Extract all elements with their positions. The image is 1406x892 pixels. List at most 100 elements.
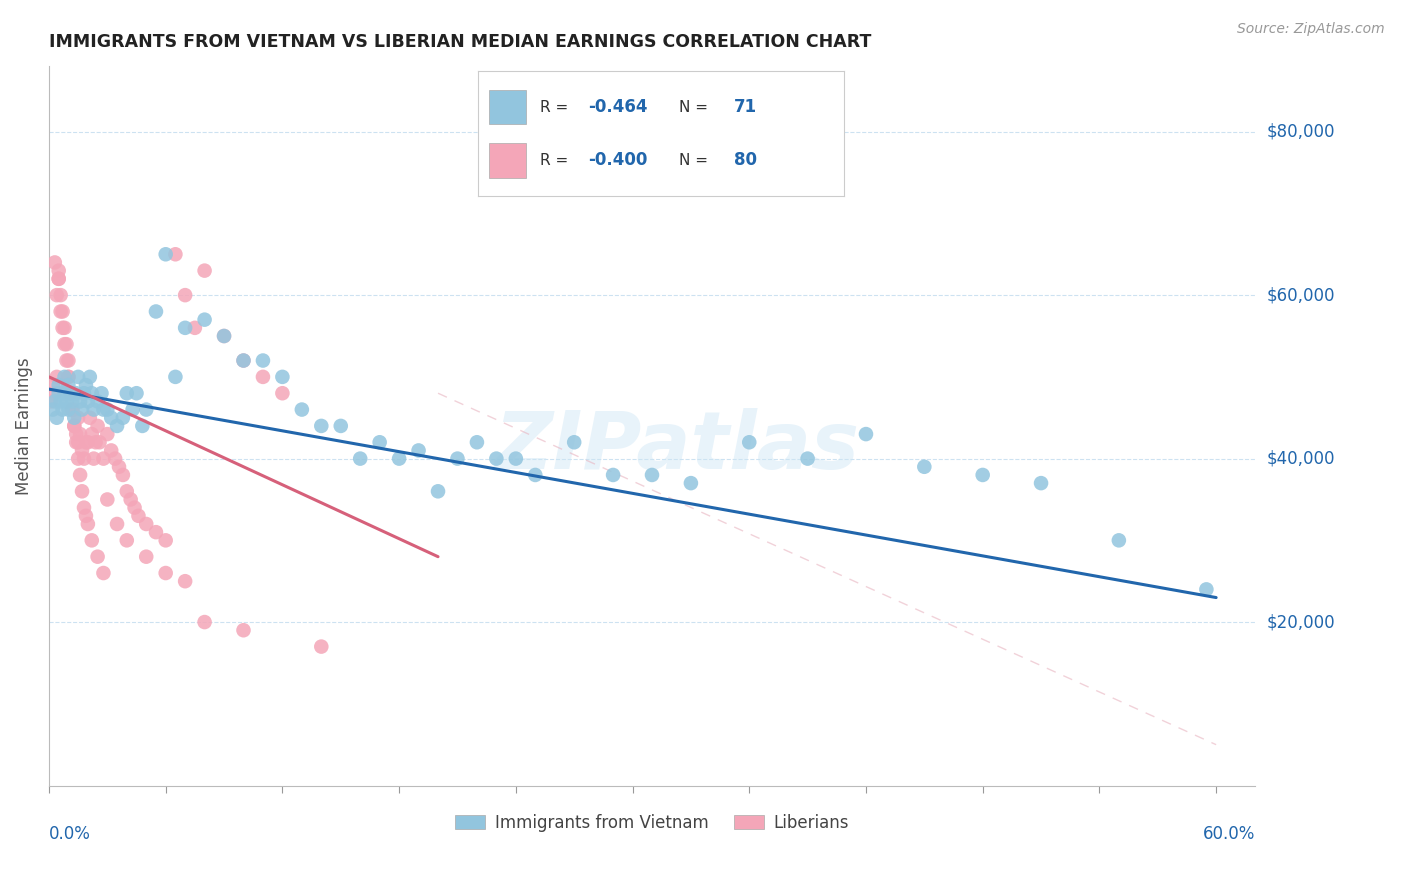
Point [90, 386, 112, 401]
Point [48, 386, 70, 401]
Point [63, 418, 86, 433]
Y-axis label: Median Earnings: Median Earnings [15, 357, 32, 495]
Point [155, 247, 177, 261]
Point [125, 386, 148, 401]
Point [271, 386, 294, 401]
Point [69, 467, 91, 482]
Point [115, 484, 138, 499]
Point [58, 353, 80, 368]
Point [63, 410, 86, 425]
Point [212, 329, 235, 343]
Point [155, 533, 177, 548]
Point [641, 467, 664, 482]
Text: N =: N = [679, 100, 713, 115]
Point [174, 574, 197, 589]
Point [115, 533, 138, 548]
Point [505, 451, 527, 466]
Point [174, 288, 197, 302]
Text: 71: 71 [734, 98, 756, 116]
Point [145, 525, 167, 540]
Point [194, 263, 217, 277]
Point [121, 402, 143, 417]
Point [70, 443, 93, 458]
Point [80, 386, 103, 401]
Point [96, 492, 118, 507]
Point [39, 394, 62, 409]
Point [75, 508, 97, 523]
Point [115, 386, 138, 401]
Point [1108, 533, 1130, 548]
Point [165, 247, 187, 261]
Point [388, 451, 411, 466]
Point [65, 427, 87, 442]
Point [105, 418, 128, 433]
Point [562, 435, 585, 450]
Text: $40,000: $40,000 [1267, 450, 1334, 467]
Point [58, 370, 80, 384]
Point [60, 394, 83, 409]
Point [89, 435, 111, 450]
Point [104, 451, 127, 466]
Point [45, 370, 67, 384]
Point [408, 443, 430, 458]
Point [912, 459, 935, 474]
Point [49, 304, 72, 318]
Point [52, 402, 75, 417]
Text: Source: ZipAtlas.com: Source: ZipAtlas.com [1237, 22, 1385, 37]
Point [77, 435, 100, 450]
Point [135, 516, 157, 531]
Point [108, 459, 131, 474]
Text: IMMIGRANTS FROM VIETNAM VS LIBERIAN MEDIAN EARNINGS CORRELATION CHART: IMMIGRANTS FROM VIETNAM VS LIBERIAN MEDI… [49, 33, 872, 51]
Point [79, 410, 101, 425]
Point [77, 394, 100, 409]
Point [427, 484, 450, 499]
Point [93, 402, 115, 417]
Point [60, 402, 83, 417]
Text: $60,000: $60,000 [1267, 286, 1334, 304]
Point [252, 370, 274, 384]
Point [58, 402, 80, 417]
Point [96, 427, 118, 442]
Point [124, 500, 146, 515]
Point [84, 435, 107, 450]
Point [65, 386, 87, 401]
Point [100, 410, 122, 425]
Text: ZIPatlas: ZIPatlas [494, 409, 859, 486]
Point [73, 386, 96, 401]
Point [70, 484, 93, 499]
Point [86, 418, 108, 433]
Point [155, 566, 177, 580]
Point [135, 402, 157, 417]
Point [738, 435, 761, 450]
Point [45, 410, 67, 425]
Point [59, 386, 82, 401]
Point [311, 640, 333, 654]
Point [80, 533, 103, 548]
Point [52, 304, 75, 318]
Point [83, 402, 105, 417]
Text: $80,000: $80,000 [1267, 123, 1334, 141]
Point [972, 467, 994, 482]
Point [65, 435, 87, 450]
Point [48, 272, 70, 286]
Point [120, 492, 142, 507]
Point [44, 255, 66, 269]
Point [55, 337, 77, 351]
Point [49, 288, 72, 302]
Point [232, 353, 254, 368]
Point [83, 451, 105, 466]
Legend: Immigrants from Vietnam, Liberians: Immigrants from Vietnam, Liberians [449, 807, 856, 838]
Point [53, 386, 76, 401]
Point [86, 549, 108, 564]
Point [59, 386, 82, 401]
Point [73, 451, 96, 466]
Point [368, 435, 391, 450]
Point [77, 516, 100, 531]
Point [67, 410, 90, 425]
Point [100, 443, 122, 458]
FancyBboxPatch shape [489, 90, 526, 124]
Point [44, 394, 66, 409]
Point [55, 353, 77, 368]
Point [52, 321, 75, 335]
Point [75, 435, 97, 450]
